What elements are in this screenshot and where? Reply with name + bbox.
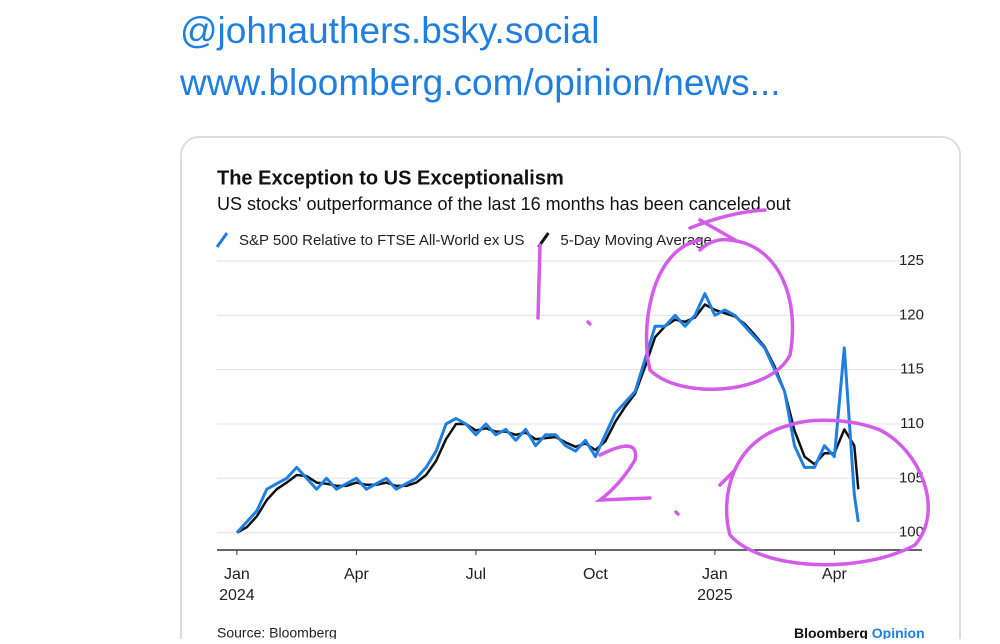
x-tick-label: Apr <box>822 566 848 583</box>
post-handle[interactable]: @johnauthers.bsky.social <box>180 10 599 51</box>
x-tick-label: Apr <box>344 566 370 583</box>
legend: S&P 500 Relative to FTSE All-World ex US… <box>215 232 712 249</box>
x-tick-label: Oct <box>583 566 608 583</box>
brand-section: Opinion <box>872 625 925 639</box>
y-tick-label: 100 <box>899 524 924 541</box>
x-tick-label: Jan 2024 <box>219 566 255 604</box>
legend-swatch <box>215 232 229 248</box>
y-tick-label: 120 <box>899 306 924 323</box>
source: Source: Bloomberg <box>217 625 337 639</box>
chart-subtitle: US stocks' outperformance of the last 16… <box>217 194 791 214</box>
x-tick-label: Jul <box>466 566 486 583</box>
plot: 100 105 110 115 120 125 Jan 2024 Apr Jul Oct Jan 202… <box>217 252 924 604</box>
legend-label: 5-Day Moving Average <box>560 232 711 249</box>
chart-title: The Exception to US Exceptionalism <box>217 167 564 189</box>
y-tick-label: 105 <box>899 469 924 486</box>
x-tick-label: Jan 2025 <box>697 566 733 604</box>
brand-name: Bloomberg <box>794 625 868 639</box>
post-link[interactable]: www.bloomberg.com/opinion/news... <box>179 62 781 103</box>
y-tick-label: 110 <box>900 415 924 432</box>
image-card[interactable] <box>180 136 961 644</box>
handwriting <box>536 208 930 567</box>
y-tick-label: 125 <box>899 252 924 269</box>
brand: Bloomberg Opinion <box>794 625 925 639</box>
series-line <box>235 292 860 534</box>
legend-label: S&P 500 Relative to FTSE All-World ex US <box>239 232 524 249</box>
y-tick-label: 115 <box>900 361 924 378</box>
